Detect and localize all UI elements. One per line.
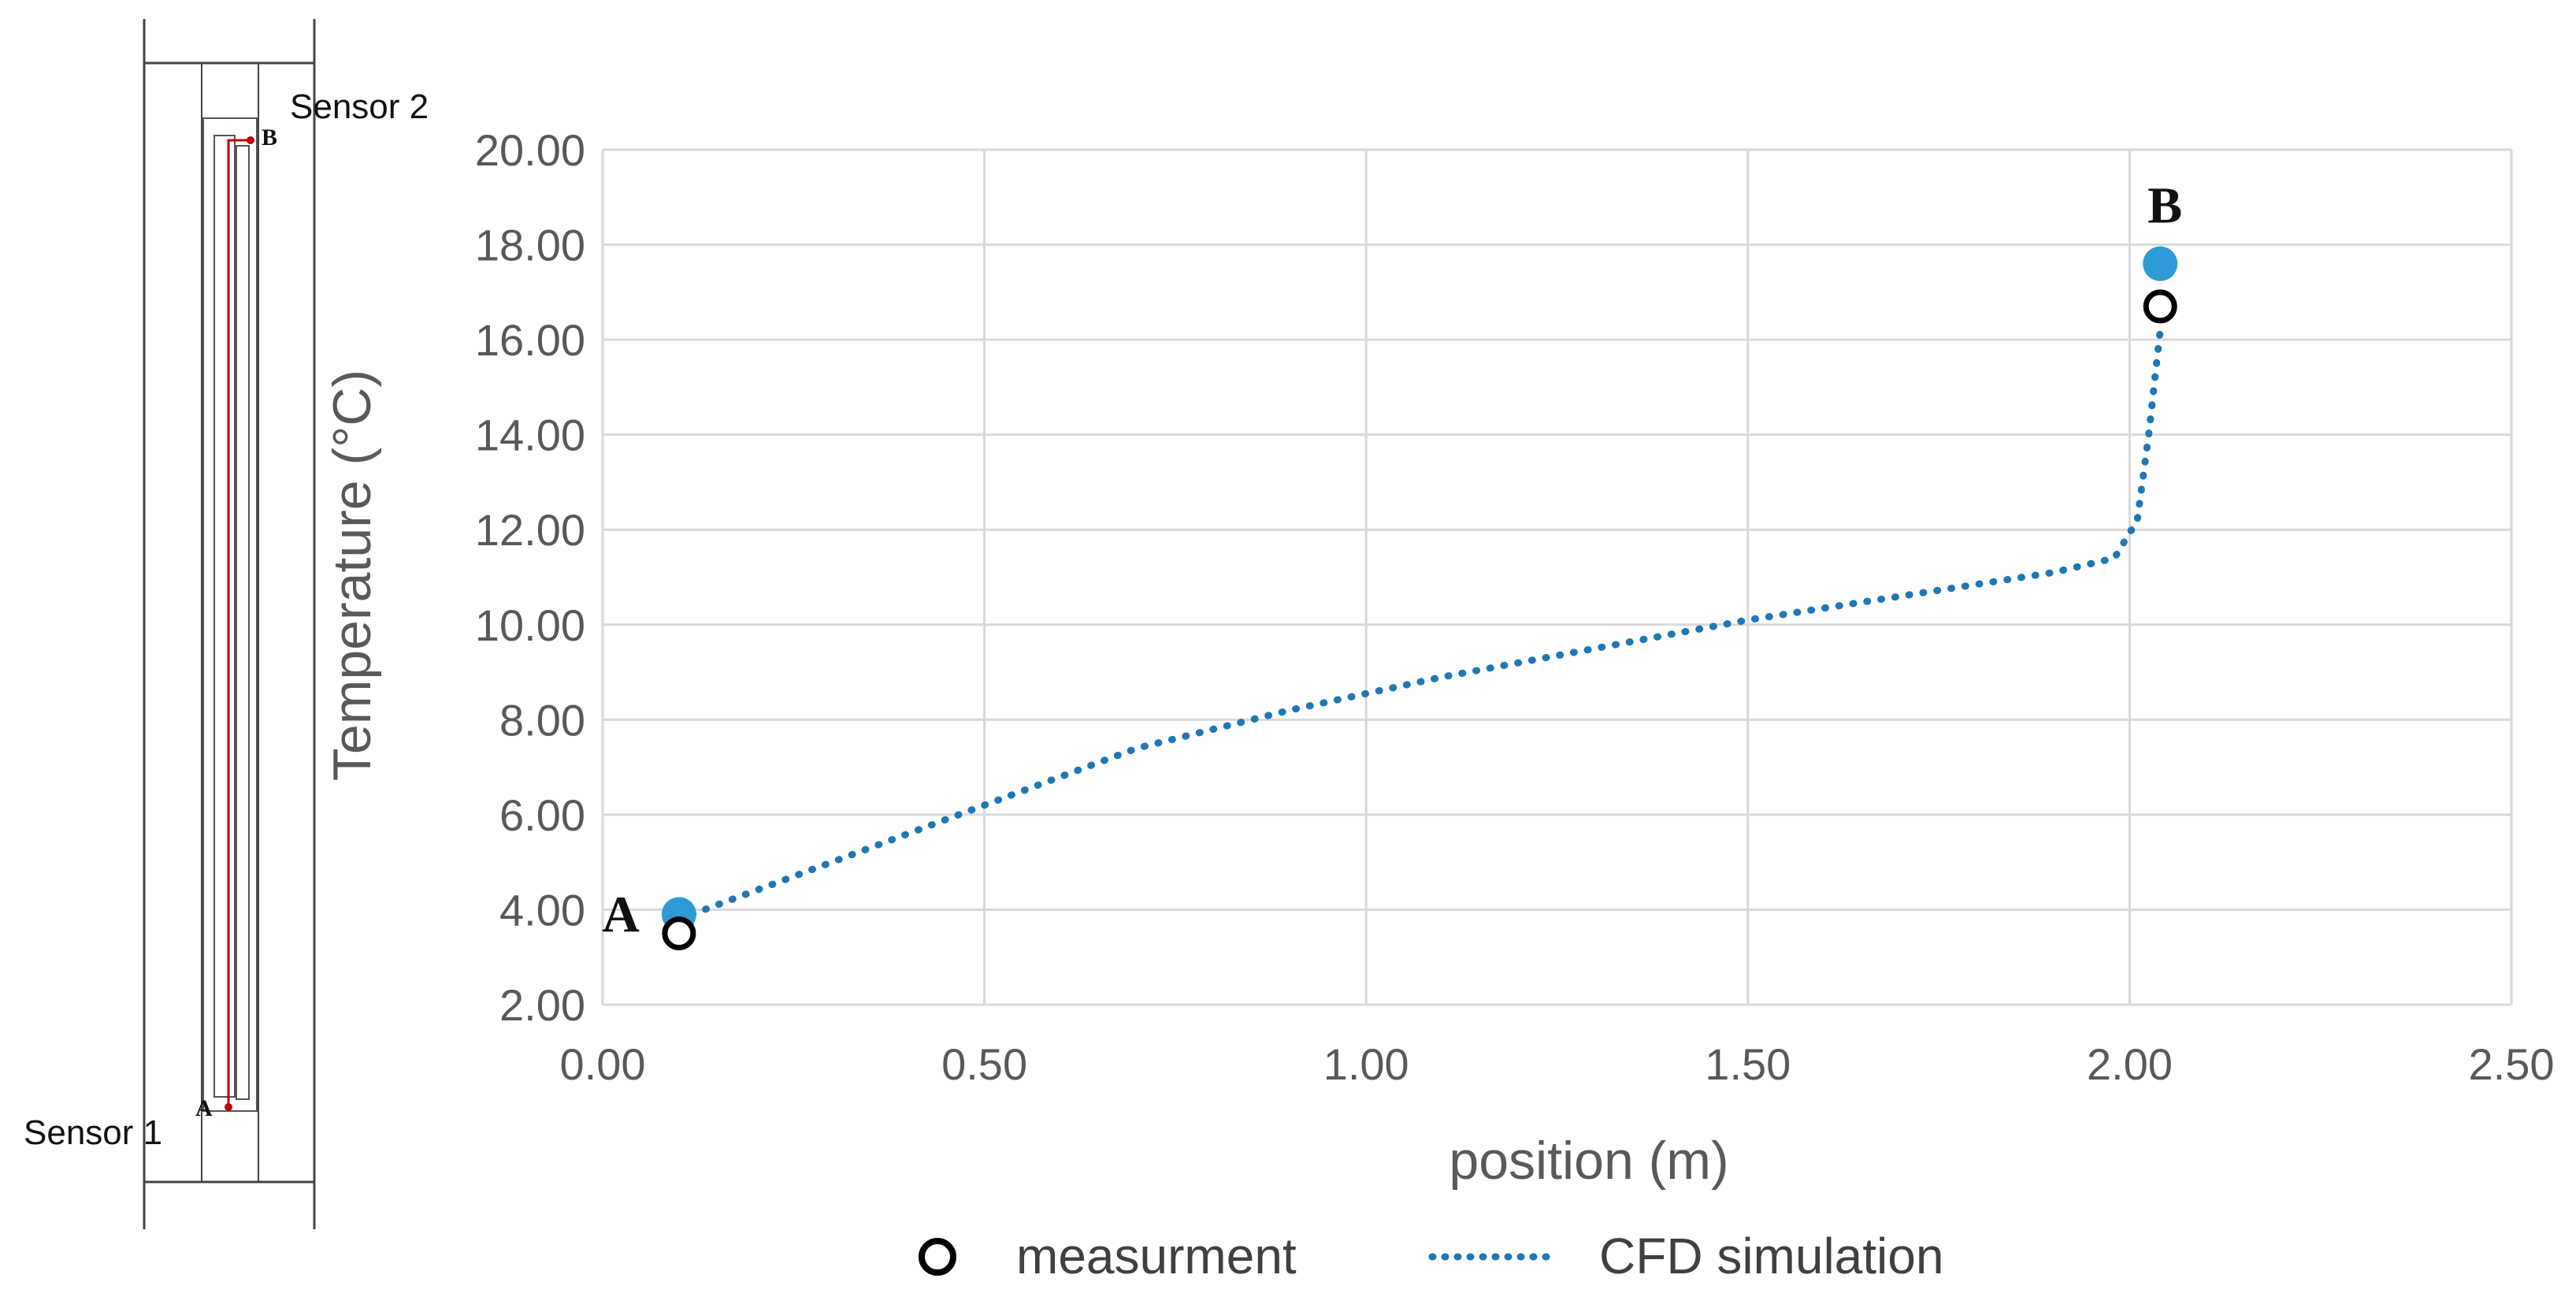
- sensor-1-label: Sensor 1: [24, 1113, 162, 1152]
- x-tick-labels: 0.00 0.50 1.00 1.50 2.00 2.50: [560, 1039, 2555, 1089]
- measurement-point: [2143, 289, 2177, 324]
- legend-measurement-label: measurment: [1016, 1228, 1297, 1284]
- y-axis-title: Temperature (°C): [322, 370, 382, 781]
- y-tick-label: 14.00: [475, 411, 585, 460]
- measurement-point: [662, 916, 696, 951]
- y-tick-labels: 2.00 4.00 6.00 8.00 10.00 12.00 14.00 16.00 18.0…: [475, 125, 585, 1030]
- diagram-red-path: [227, 139, 249, 1107]
- diagram-point-b-label: B: [262, 124, 277, 151]
- diagram-channel-outer: [202, 117, 258, 1112]
- diagram-channel-inner: [213, 135, 236, 1098]
- x-tick-label: 0.50: [941, 1039, 1027, 1089]
- y-tick-label: 12.00: [475, 505, 585, 555]
- diagram-sensor-dot-top: [247, 136, 254, 144]
- y-tick-label: 8.00: [499, 695, 585, 745]
- legend: measurment CFD simulation: [919, 1228, 1943, 1284]
- y-tick-label: 20.00: [475, 125, 585, 175]
- y-tick-label: 2.00: [499, 980, 585, 1030]
- x-tick-label: 1.00: [1323, 1039, 1409, 1089]
- diagram-channel-core: [236, 145, 250, 1100]
- x-tick-label: 2.50: [2469, 1039, 2555, 1089]
- series-layer: [675, 326, 2164, 923]
- y-tick-label: 6.00: [499, 790, 585, 840]
- highlight-point: [2143, 246, 2178, 281]
- y-tick-label: 18.00: [475, 221, 585, 270]
- diagram-sensor-dot-bottom: [225, 1103, 232, 1111]
- y-tick-label: 10.00: [475, 600, 585, 650]
- legend-measurement-marker: [919, 1238, 956, 1276]
- cfd-simulation-line: [675, 326, 2164, 923]
- diagram-point-a-label: A: [195, 1095, 213, 1121]
- y-tick-label: 4.00: [499, 885, 585, 935]
- point-annotation: A: [602, 886, 640, 943]
- annotation-layer: AB: [602, 177, 2182, 944]
- point-annotation: B: [2147, 177, 2182, 235]
- x-axis-title: position (m): [1449, 1131, 1728, 1191]
- y-tick-label: 16.00: [475, 315, 585, 365]
- temperature-chart: 2.00 4.00 6.00 8.00 10.00 12.00 14.00 16.00 18.0…: [322, 125, 2555, 1284]
- schematic-diagram: Sensor 2 B Sensor 1 A: [24, 19, 429, 1229]
- x-tick-label: 1.50: [1705, 1039, 1791, 1089]
- sensor-2-label: Sensor 2: [290, 87, 429, 126]
- points-layer: [661, 246, 2178, 951]
- legend-cfd-label: CFD simulation: [1599, 1228, 1943, 1284]
- x-tick-label: 2.00: [2087, 1039, 2173, 1089]
- gridlines: [601, 148, 2513, 1006]
- x-tick-label: 0.00: [560, 1039, 646, 1089]
